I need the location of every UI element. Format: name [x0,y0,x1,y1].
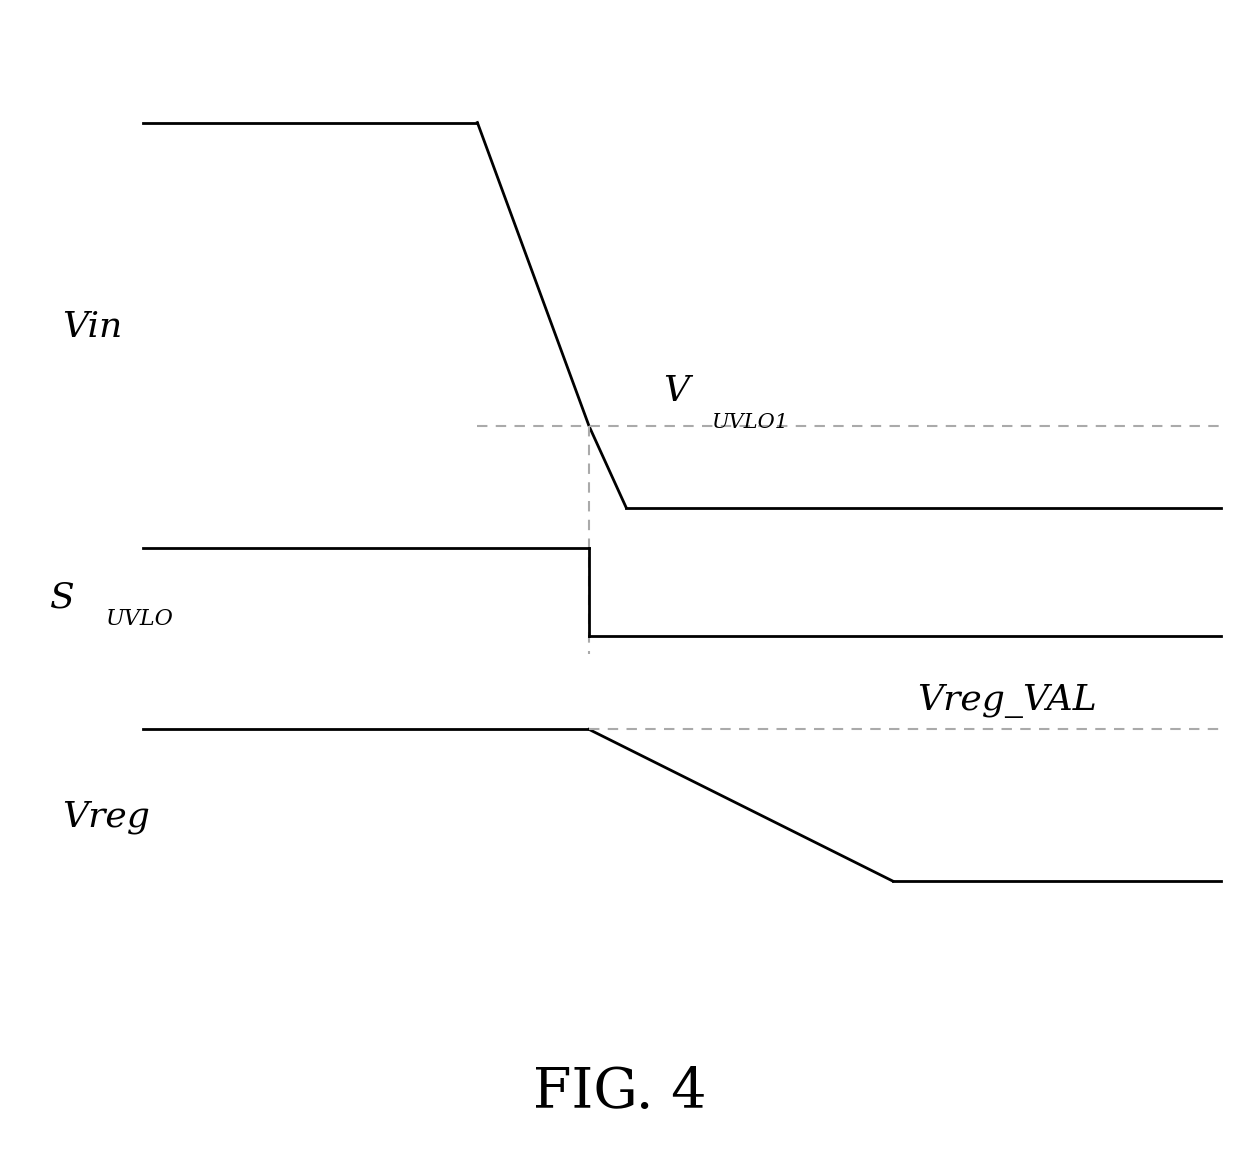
Text: Vreg_VAL: Vreg_VAL [918,684,1097,718]
Text: S: S [50,580,74,615]
Text: UVLO1: UVLO1 [711,413,787,432]
Text: UVLO: UVLO [105,608,174,629]
Text: Vreg: Vreg [62,799,150,834]
Text: FIG. 4: FIG. 4 [533,1065,707,1120]
Text: V: V [663,375,689,408]
Text: Vin: Vin [62,309,123,344]
